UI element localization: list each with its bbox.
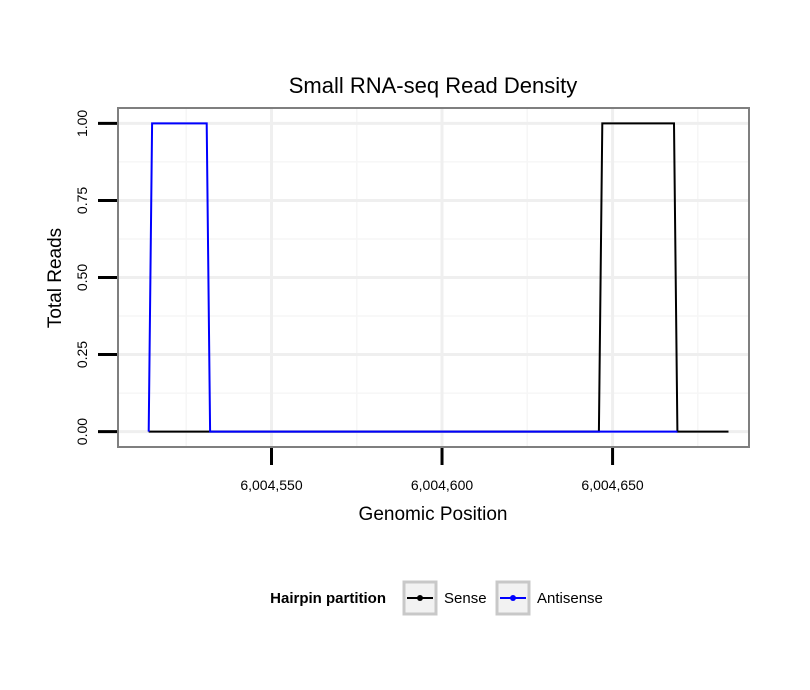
legend-key-point	[510, 595, 516, 601]
x-axis-ticks: 6,004,550 6,004,600 6,004,650	[240, 448, 644, 493]
legend-item-antisense: Antisense	[495, 580, 603, 616]
legend: Hairpin partition Sense Antisense	[270, 580, 603, 616]
series-lines	[147, 122, 729, 433]
legend-label: Sense	[444, 590, 487, 607]
y-tick-label-3: 0.75	[74, 187, 90, 214]
legend-title: Hairpin partition	[270, 590, 386, 607]
legend-key-point	[417, 595, 423, 601]
chart-title: Small RNA-seq Read Density	[289, 73, 578, 98]
x-axis-title: Genomic Position	[359, 504, 508, 525]
legend-items: Sense Antisense	[402, 580, 603, 616]
series-line-antisense	[147, 122, 678, 433]
x-tick-label-1: 6,004,600	[411, 477, 473, 493]
y-axis-title: Total Reads	[45, 228, 66, 328]
legend-label: Antisense	[537, 590, 603, 607]
grid-lines	[118, 108, 749, 447]
legend-item-sense: Sense	[402, 580, 487, 616]
plot-panel-border	[117, 107, 750, 448]
x-tick-label-2: 6,004,650	[581, 477, 643, 493]
x-tick-label-0: 6,004,550	[240, 477, 302, 493]
y-tick-label-4: 1.00	[74, 110, 90, 137]
y-tick-label-0: 0.00	[74, 418, 90, 445]
y-tick-label-1: 0.25	[74, 341, 90, 368]
y-tick-label-2: 0.50	[74, 264, 90, 291]
y-axis-ticks: 0.00 0.25 0.50 0.75 1.00	[74, 110, 117, 445]
